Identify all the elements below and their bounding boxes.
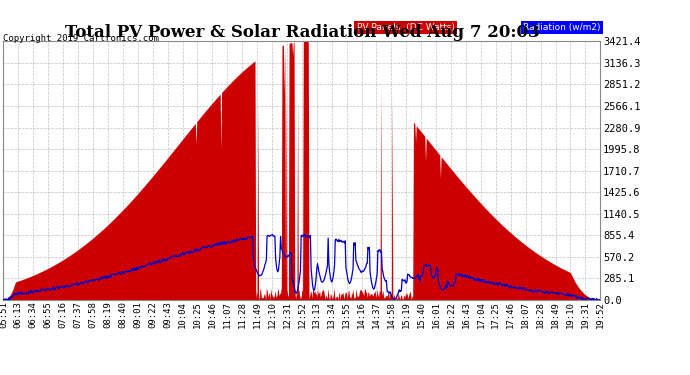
Text: Copyright 2019 Cartronics.com: Copyright 2019 Cartronics.com xyxy=(3,34,159,43)
Text: PV Panels  (DC Watts): PV Panels (DC Watts) xyxy=(357,23,455,32)
Title: Total PV Power & Solar Radiation Wed Aug 7 20:03: Total PV Power & Solar Radiation Wed Aug… xyxy=(65,24,539,41)
Text: Radiation (w/m2): Radiation (w/m2) xyxy=(523,23,600,32)
